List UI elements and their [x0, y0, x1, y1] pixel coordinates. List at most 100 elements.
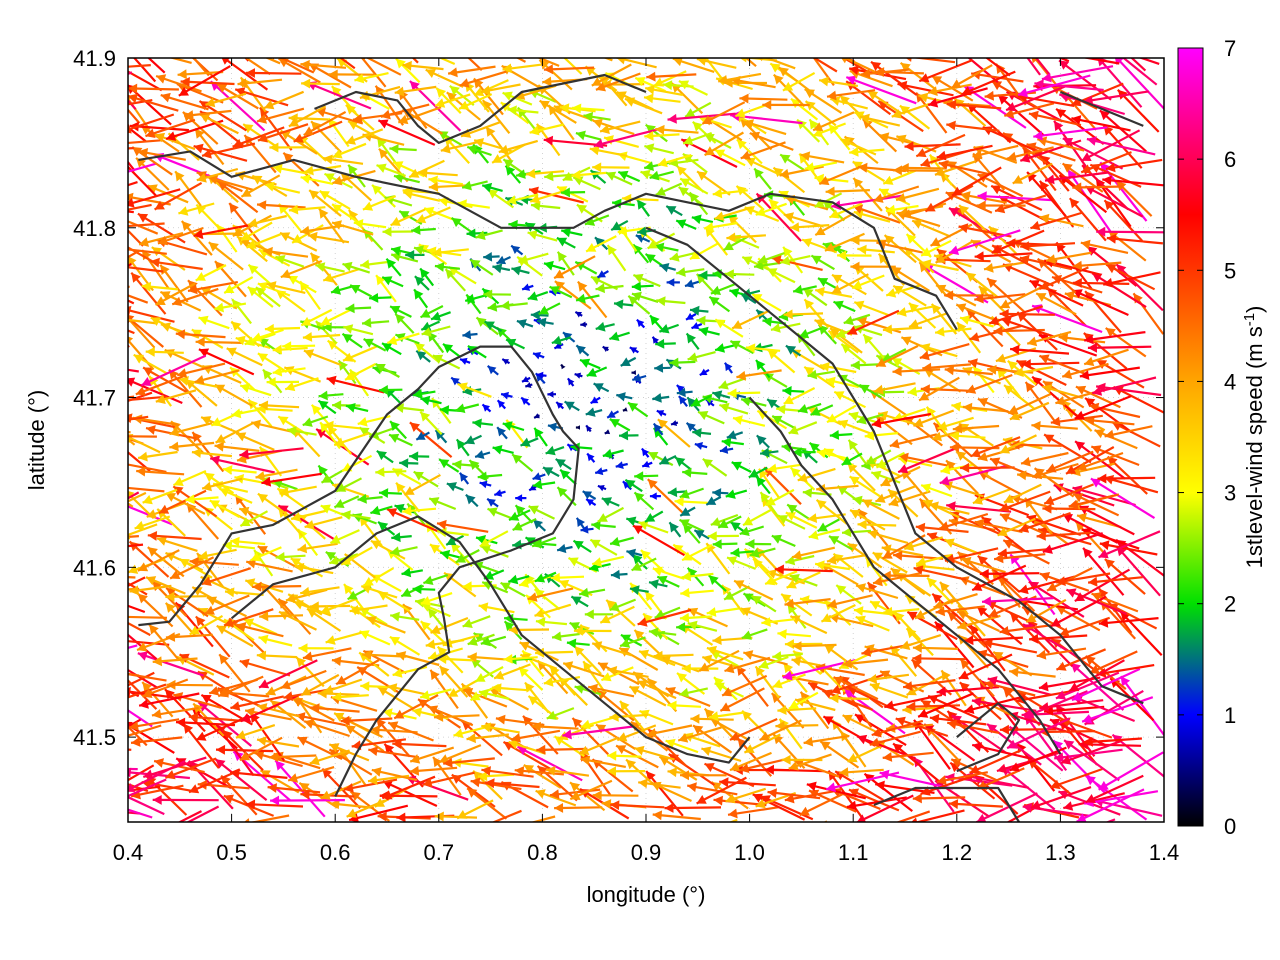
wind-arrow-shaft [128, 299, 135, 305]
wind-arrow-head [857, 734, 868, 745]
wind-arrow-head [198, 550, 209, 561]
wind-arrow-shaft [128, 636, 129, 637]
wind-arrow-head [359, 630, 370, 640]
wind-arrow [743, 733, 781, 754]
wind-arrow-shaft [128, 576, 146, 587]
wind-arrow-shaft [1024, 714, 1068, 772]
wind-arrow [1099, 540, 1158, 556]
wind-arrow [392, 739, 447, 749]
wind-arrow-head [147, 531, 158, 541]
wind-arrow-head [176, 717, 186, 728]
wind-arrow-head [479, 537, 490, 547]
wind-arrow-head [349, 605, 360, 615]
wind-arrow-head [1050, 779, 1061, 790]
wind-arrow-head [149, 624, 159, 635]
wind-arrow [629, 585, 649, 595]
wind-arrow [957, 614, 1001, 631]
wind-arrow [867, 529, 909, 545]
wind-arrow-head [240, 713, 252, 722]
wind-arrow [287, 766, 335, 783]
wind-arrow-head [239, 751, 251, 761]
wind-arrow [546, 707, 575, 720]
wind-arrow [665, 738, 699, 754]
wind-arrow [429, 669, 459, 710]
wind-arrow [827, 594, 873, 609]
wind-arrow [587, 683, 635, 698]
wind-arrow-head [987, 676, 998, 686]
wind-arrow-head [382, 790, 393, 800]
wind-arrow [591, 555, 625, 567]
wind-arrow-shaft [1087, 345, 1152, 349]
wind-arrow-shaft [1085, 774, 1144, 804]
wind-arrow-head [574, 684, 585, 694]
wind-arrow [784, 789, 837, 804]
wind-arrow-head [673, 544, 684, 554]
wind-arrow-head [188, 712, 199, 723]
wind-arrow-head [128, 767, 132, 778]
wind-arrow [982, 638, 1038, 654]
wind-arrow-head [467, 636, 478, 646]
wind-arrow-shaft [774, 568, 833, 573]
wind-arrow [551, 631, 580, 642]
wind-arrow-head [944, 553, 955, 564]
wind-arrow [439, 549, 462, 560]
wind-arrow-head [142, 682, 152, 692]
wind-arrow [591, 520, 616, 531]
wind-arrow-head [680, 587, 690, 598]
wind-arrow-head [361, 584, 372, 594]
wind-arrow-head [667, 767, 677, 778]
wind-arrow [381, 775, 436, 800]
wind-arrow-head [131, 737, 141, 747]
wind-arrow-head [1120, 676, 1131, 687]
wind-arrow-shaft [128, 811, 141, 815]
wind-arrow [842, 658, 889, 669]
wind-arrow-head [708, 575, 719, 585]
wind-arrow [422, 771, 475, 788]
wind-arrow [1083, 736, 1142, 747]
wind-arrow-head [600, 614, 611, 624]
wind-arrow [879, 670, 925, 693]
wind-arrow [729, 717, 778, 741]
wind-arrow [761, 617, 796, 627]
wind-arrow-head [977, 555, 988, 566]
wind-arrow [652, 810, 701, 821]
wind-arrow [759, 719, 802, 741]
wind-arrow [997, 547, 1054, 558]
wind-arrow-head [771, 693, 782, 704]
wind-arrow-head [310, 703, 320, 714]
wind-arrow [94, 586, 139, 596]
wind-arrow-head [681, 571, 692, 582]
wind-arrow-head [951, 758, 962, 768]
wind-arrow-head [933, 600, 944, 610]
wind-arrow-shaft [128, 615, 168, 619]
wind-arrow [198, 548, 237, 561]
wind-arrow-shaft [175, 721, 236, 727]
wind-arrow-head [1099, 588, 1109, 599]
wind-arrow-head [78, 283, 88, 292]
wind-arrow-shaft [128, 778, 167, 798]
wind-arrow-head [912, 653, 922, 664]
wind-arrow [323, 678, 363, 695]
wind-arrow-head [1058, 790, 1069, 800]
wind-arrow-head [106, 431, 115, 441]
wind-arrow [1025, 598, 1067, 624]
wind-arrow-head [651, 781, 662, 791]
wind-arrow-head [94, 586, 103, 596]
wind-arrow-head [706, 607, 717, 617]
wind-arrow-head [409, 765, 420, 776]
wind-arrow-head [752, 793, 763, 803]
wind-arrow [913, 565, 967, 581]
wind-arrow-shaft [1056, 572, 1111, 584]
wind-arrow-shaft [1070, 662, 1125, 711]
wind-arrow-head [219, 654, 229, 665]
wind-arrow-head [720, 702, 731, 712]
wind-arrow-shaft [128, 535, 139, 538]
wind-arrow [1059, 616, 1111, 637]
wind-arrow-shaft [1037, 528, 1092, 546]
wind-arrow [128, 604, 146, 614]
wind-arrow-head [890, 568, 901, 578]
wind-arrow-head [1050, 617, 1062, 627]
wind-arrow [1104, 558, 1146, 595]
wind-arrow [128, 767, 138, 771]
wind-arrow [620, 633, 643, 647]
